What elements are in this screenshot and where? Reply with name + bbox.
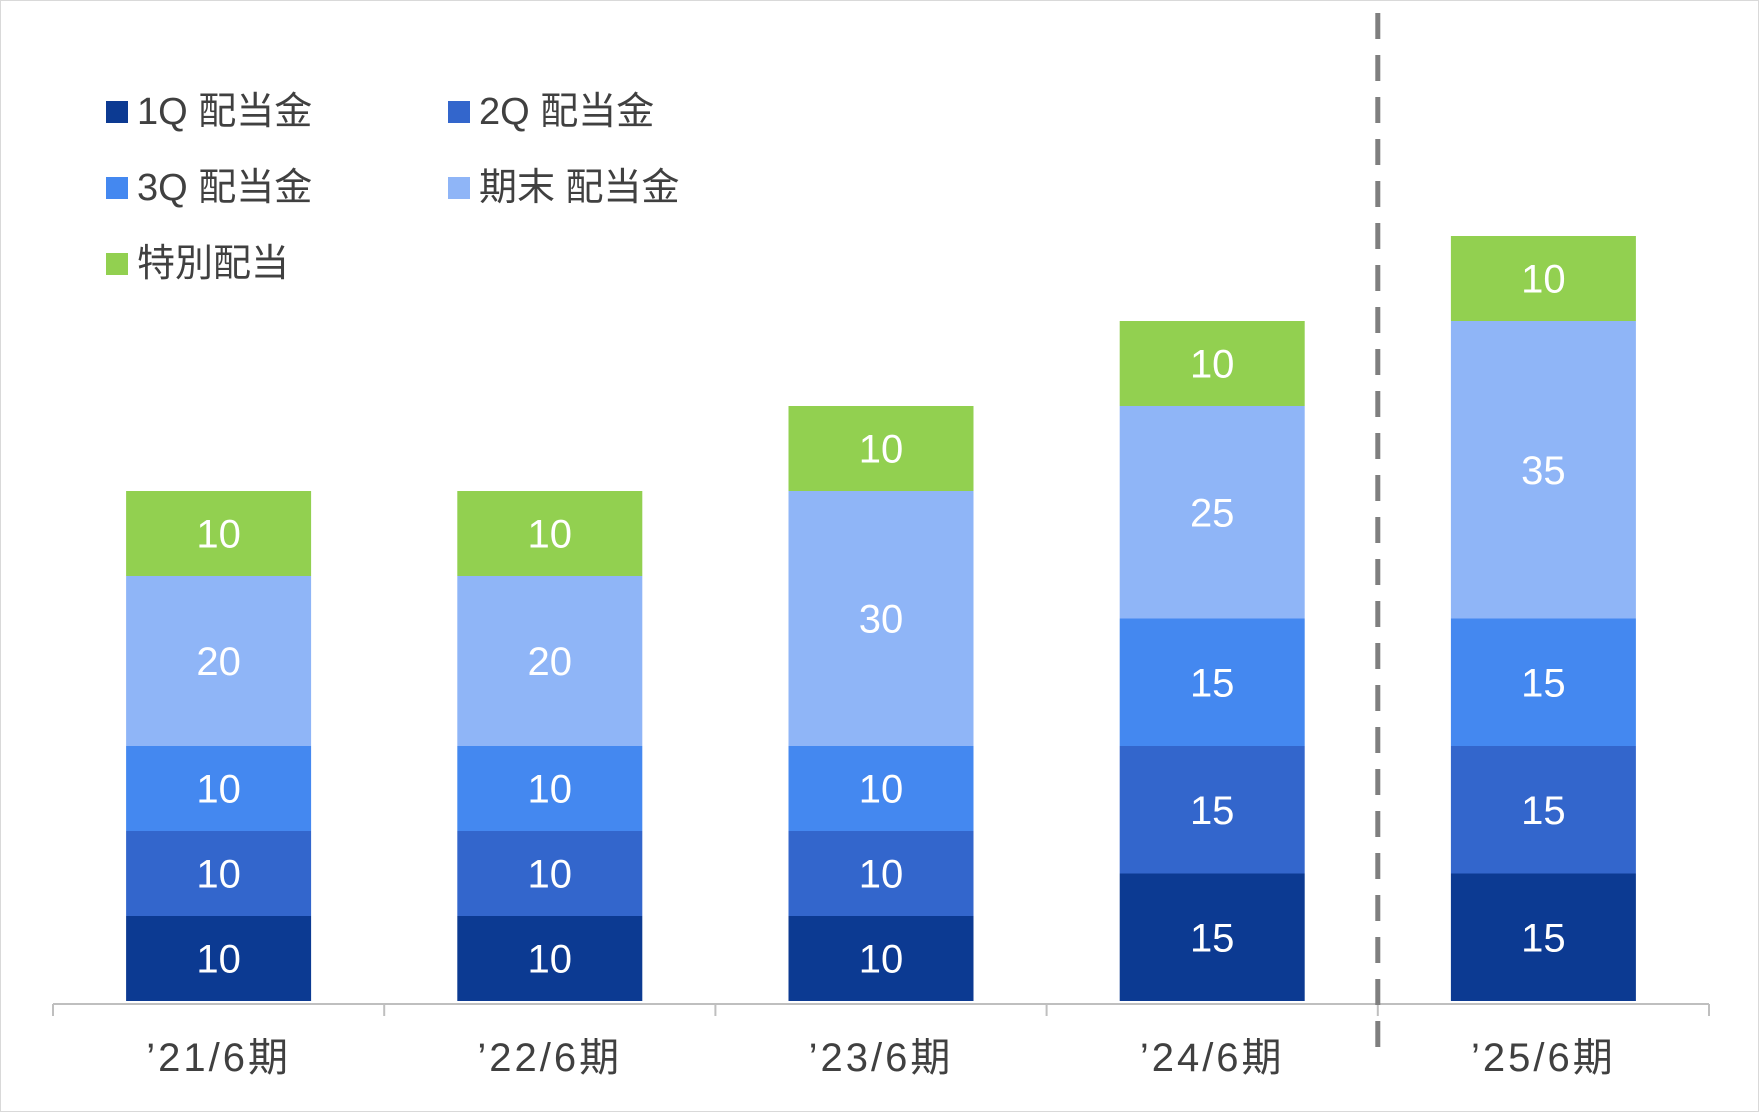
bar-segment xyxy=(1119,746,1305,874)
data-label: 25 xyxy=(1190,491,1235,535)
bar-segment xyxy=(788,831,974,916)
legend-swatch xyxy=(448,101,470,123)
bar-segment xyxy=(788,746,974,831)
data-label: 20 xyxy=(196,640,241,684)
data-label: 10 xyxy=(859,428,904,472)
data-label: 30 xyxy=(859,598,904,642)
legend-swatch xyxy=(106,253,128,275)
bar-segment xyxy=(1119,321,1305,406)
category-label: ’21/6期 xyxy=(146,1036,291,1080)
bar-segment xyxy=(457,746,643,831)
data-label: 10 xyxy=(1521,258,1566,302)
bar-segment xyxy=(1450,236,1636,321)
legend-label: 特別配当 xyxy=(137,243,289,285)
data-label: 10 xyxy=(196,938,241,982)
data-label: 10 xyxy=(859,938,904,982)
bar-segment xyxy=(788,491,974,746)
bar-segment xyxy=(457,831,643,916)
category-label: ’25/6期 xyxy=(1471,1036,1616,1080)
data-label: 15 xyxy=(1521,789,1566,833)
bar-segment xyxy=(126,576,312,746)
legend-swatch xyxy=(106,101,128,123)
category-label: ’24/6期 xyxy=(1140,1036,1285,1080)
category-labels: ’21/6期 ’22/6期 ’23/6期 ’24/6期 ’25/6期 xyxy=(146,1036,1616,1080)
data-label: 35 xyxy=(1521,449,1566,493)
bar-segment xyxy=(1450,873,1636,1001)
category-label: ’23/6期 xyxy=(809,1036,954,1080)
legend-swatch xyxy=(448,177,470,199)
bar-segment xyxy=(1450,321,1636,619)
bar-segment xyxy=(126,916,312,1001)
legend-label: 期末 配当金 xyxy=(479,167,680,209)
data-label: 20 xyxy=(528,640,573,684)
bar-segment xyxy=(1119,618,1305,746)
bar-segment xyxy=(788,406,974,491)
category-label: ’22/6期 xyxy=(477,1036,622,1080)
bar-segment xyxy=(1450,618,1636,746)
bar-segment xyxy=(788,916,974,1001)
bar-segment xyxy=(1119,873,1305,1001)
bar-segment xyxy=(1119,406,1305,619)
bar-segment xyxy=(1450,746,1636,874)
bar-segment xyxy=(126,746,312,831)
legend-label: 2Q 配当金 xyxy=(479,91,654,133)
legend-label: 1Q 配当金 xyxy=(137,91,312,133)
bar-segment xyxy=(126,831,312,916)
data-label: 15 xyxy=(1521,916,1566,960)
data-label: 10 xyxy=(1190,343,1235,387)
bar-segment xyxy=(457,916,643,1001)
x-axis xyxy=(52,1003,1710,1016)
data-label: 10 xyxy=(528,853,573,897)
data-label: 10 xyxy=(528,938,573,982)
data-label: 15 xyxy=(1190,916,1235,960)
bar-segment xyxy=(126,491,312,576)
bar-segment xyxy=(457,491,643,576)
data-label: 15 xyxy=(1521,661,1566,705)
data-label: 10 xyxy=(859,853,904,897)
data-label: 10 xyxy=(859,768,904,812)
bar-segment xyxy=(457,576,643,746)
data-label: 10 xyxy=(528,768,573,812)
data-label: 10 xyxy=(196,513,241,557)
data-label: 10 xyxy=(196,768,241,812)
bars-group: 10 10 10 20 10 10 10 10 20 10 10 10 10 30 10 15 15 15 25 10… xyxy=(126,236,1636,1001)
data-label: 15 xyxy=(1190,661,1235,705)
legend-swatch xyxy=(106,177,128,199)
data-label: 15 xyxy=(1190,789,1235,833)
data-label: 10 xyxy=(196,853,241,897)
data-label: 10 xyxy=(528,513,573,557)
legend-label: 3Q 配当金 xyxy=(137,167,312,209)
